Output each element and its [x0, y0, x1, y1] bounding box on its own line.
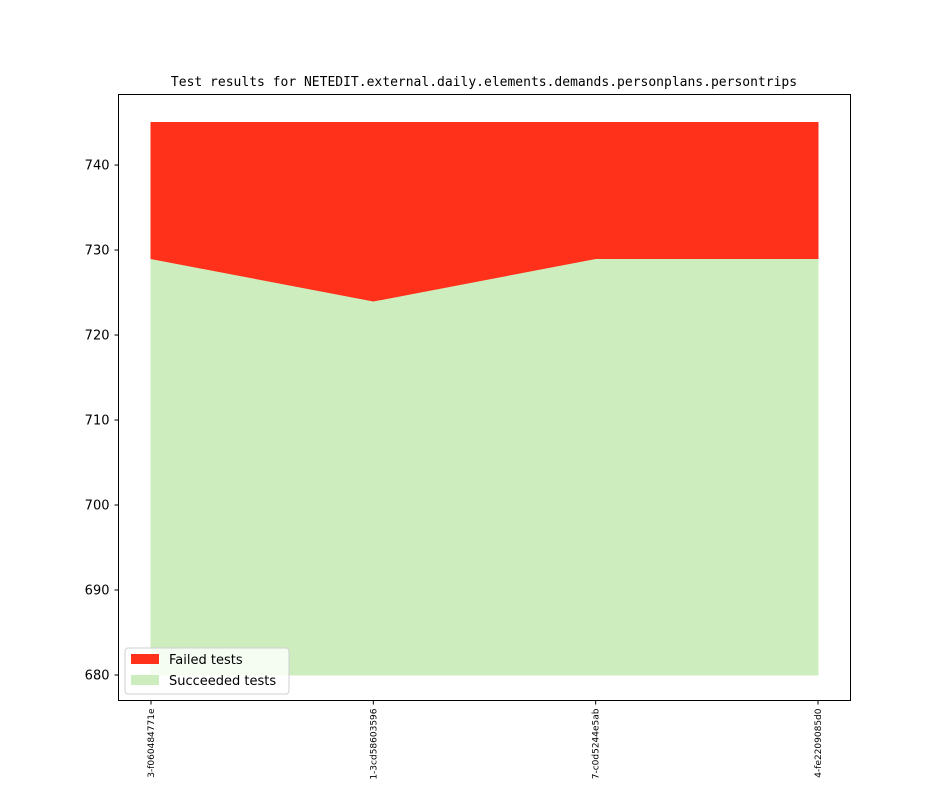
- y-tick-label: 680: [85, 669, 110, 684]
- x-tick-label: 4-fe2209085d0: [814, 708, 824, 777]
- legend-swatch-succeeded: [131, 675, 159, 685]
- x-tick-label: 3-f060484771e: [147, 708, 157, 778]
- legend-swatch-failed: [131, 654, 159, 664]
- y-tick-label: 730: [85, 244, 110, 259]
- y-tick-label: 720: [85, 329, 110, 344]
- plot-frame: [118, 94, 851, 701]
- x-tick-label: 7-c0d5244e5ab: [592, 708, 602, 779]
- legend-label-succeeded: Succeeded tests: [169, 674, 276, 689]
- y-tick-label: 690: [85, 584, 110, 599]
- x-tick-label: 1-3cd58603596: [369, 708, 379, 779]
- y-tick-label: 740: [85, 159, 110, 174]
- plot-areas: [150, 122, 819, 676]
- y-tick-label: 710: [85, 414, 110, 429]
- legend: Failed tests Succeeded tests: [124, 647, 290, 695]
- y-axis: 680 690 700 710 720 730 740: [85, 159, 119, 684]
- legend-box: [124, 647, 290, 695]
- legend-label-failed: Failed tests: [169, 653, 243, 668]
- area-failed-tests: [150, 122, 819, 302]
- area-succeeded-tests: [150, 257, 819, 676]
- x-axis: 3-f060484771e 1-3cd58603596 7-c0d5244e5ab 4…: [147, 700, 824, 780]
- y-tick-label: 700: [85, 499, 110, 514]
- chart-title: Test results for NETEDIT.external.daily.…: [171, 75, 797, 90]
